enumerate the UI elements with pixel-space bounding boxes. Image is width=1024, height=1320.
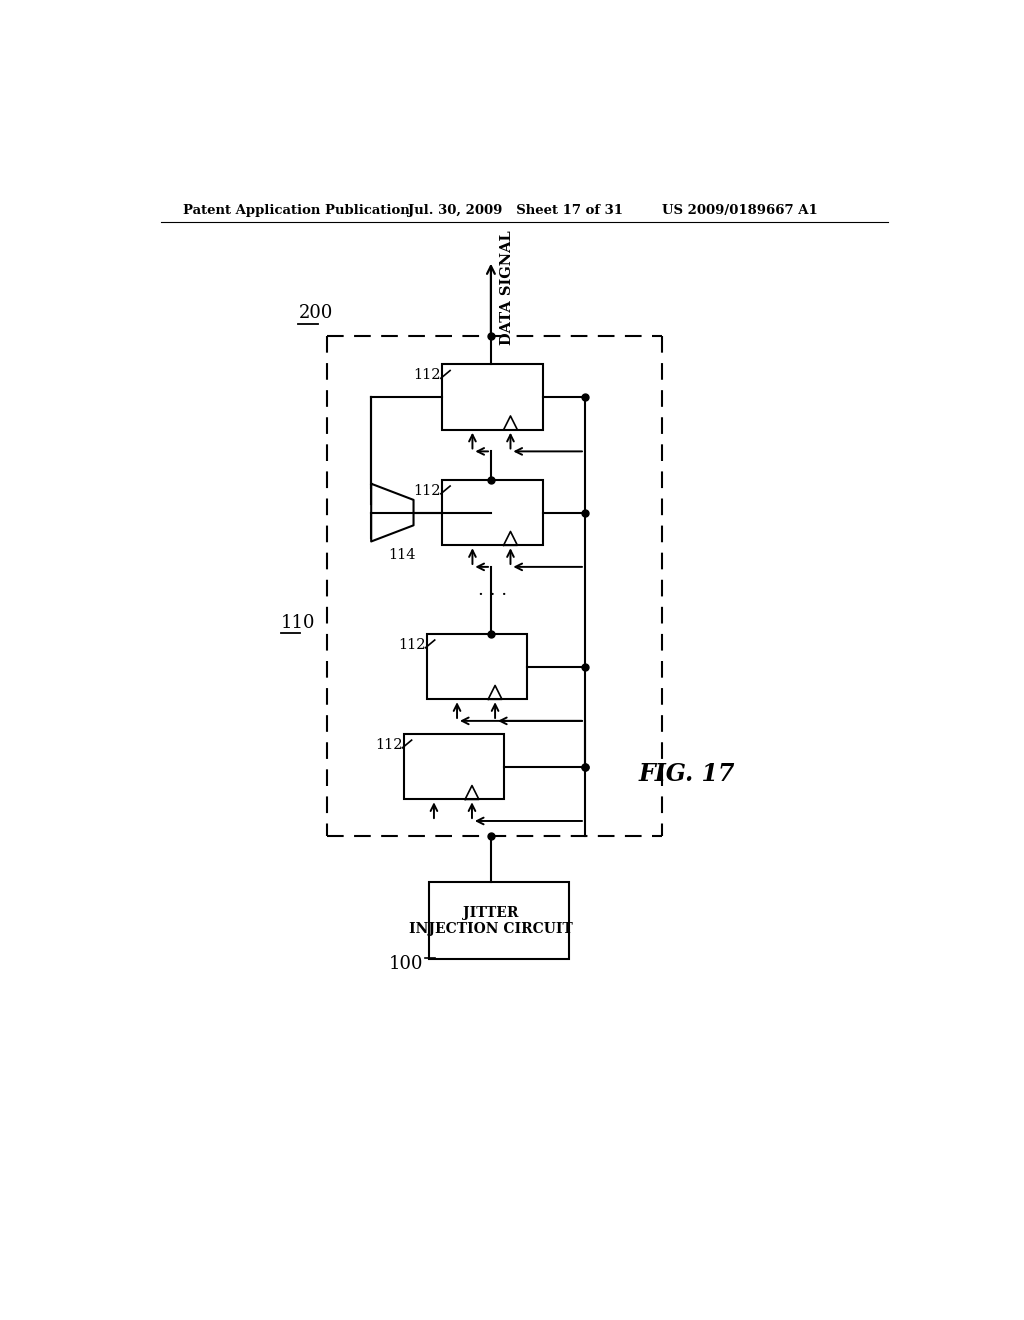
Text: DATA SIGNAL: DATA SIGNAL xyxy=(500,231,514,345)
Text: 112: 112 xyxy=(398,638,425,652)
Text: 112: 112 xyxy=(375,738,402,752)
Bar xyxy=(442,480,543,545)
Text: Jul. 30, 2009   Sheet 17 of 31: Jul. 30, 2009 Sheet 17 of 31 xyxy=(408,205,623,218)
Text: . . .: . . . xyxy=(478,581,507,598)
Text: US 2009/0189667 A1: US 2009/0189667 A1 xyxy=(662,205,817,218)
Text: 112: 112 xyxy=(414,483,441,498)
Bar xyxy=(429,882,569,960)
Text: Patent Application Publication: Patent Application Publication xyxy=(183,205,410,218)
Bar xyxy=(403,734,504,800)
Text: JITTER
INJECTION CIRCUIT: JITTER INJECTION CIRCUIT xyxy=(409,906,572,936)
Bar xyxy=(442,364,543,430)
Text: 200: 200 xyxy=(298,305,333,322)
Text: 112: 112 xyxy=(414,368,441,383)
Text: 110: 110 xyxy=(281,614,315,632)
Text: 100: 100 xyxy=(389,956,423,973)
Bar xyxy=(427,634,527,700)
Text: 114: 114 xyxy=(388,548,416,561)
Text: FIG. 17: FIG. 17 xyxy=(639,763,735,787)
